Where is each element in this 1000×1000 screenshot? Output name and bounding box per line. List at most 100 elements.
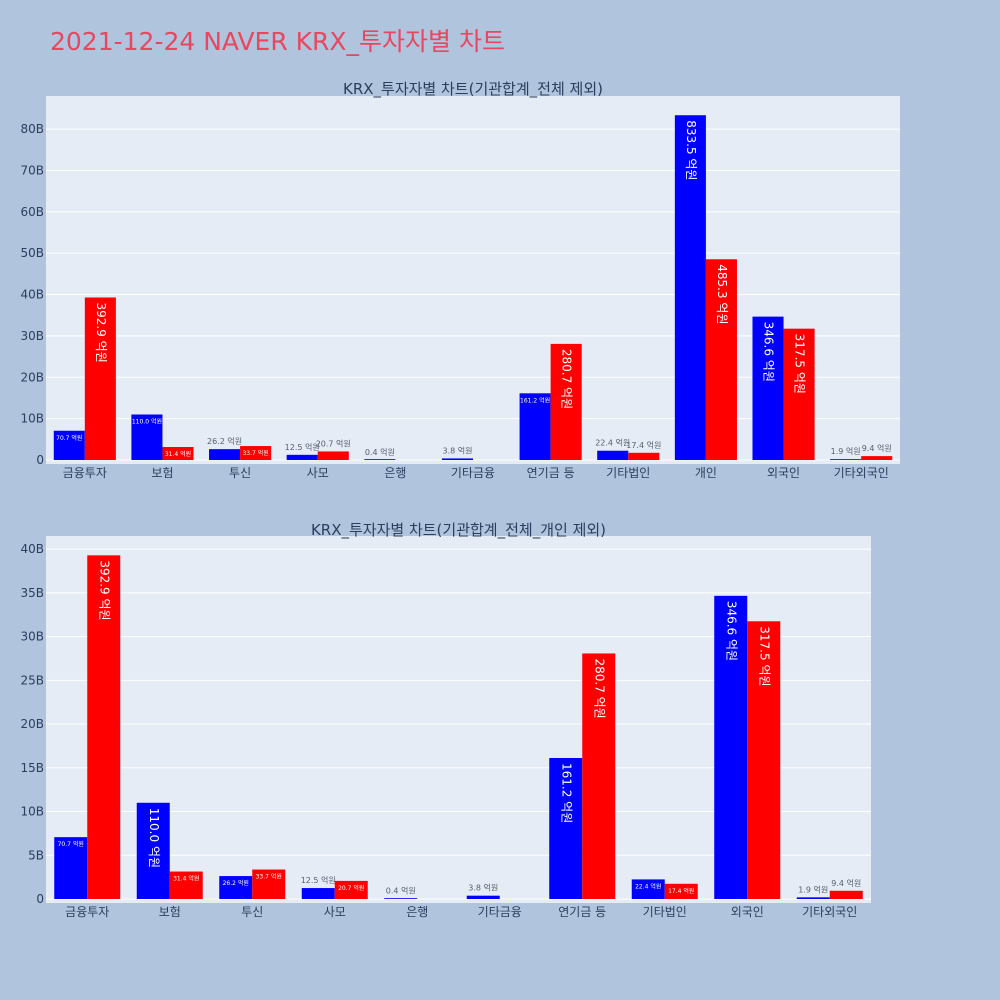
- x-tick-label: 기타외국인: [834, 466, 889, 480]
- x-tick-label: 기타금융: [478, 905, 522, 919]
- data-label: 280.7 억원: [560, 349, 574, 409]
- bar-red: [252, 869, 286, 899]
- bar-blue: [441, 458, 473, 460]
- data-label: 161.2 억원: [520, 396, 550, 404]
- data-label: 1.9 억원: [798, 884, 828, 894]
- bar-blue: [136, 802, 170, 899]
- bar-red: [334, 880, 368, 899]
- data-label: 26.2 억원: [223, 879, 249, 887]
- chart-title: KRX_투자자별 차트(기관합계_전체 제외): [343, 80, 603, 99]
- x-tick-label: 보험: [159, 905, 181, 919]
- x-tick-label: 은행: [384, 465, 406, 480]
- data-label: 1.9 억원: [831, 446, 861, 456]
- y-tick-label: 70B: [20, 163, 44, 177]
- x-tick-label: 사모: [307, 466, 329, 480]
- bar-blue: [131, 414, 163, 460]
- bar-red: [582, 653, 616, 899]
- x-tick-label: 연기금 등: [527, 466, 575, 480]
- chart-title: KRX_투자자별 차트(기관합계_전체_개인 제외): [311, 521, 606, 540]
- bar-red: [664, 883, 698, 899]
- data-label: 0.4 억원: [365, 447, 395, 457]
- data-label: 70.7 억원: [56, 434, 82, 442]
- x-tick-label: 기타금융: [451, 466, 495, 480]
- bar-red: [240, 446, 272, 460]
- bar-blue: [752, 316, 784, 460]
- data-label: 20.7 억원: [316, 438, 351, 448]
- data-label: 317.5 억원: [793, 334, 807, 394]
- x-tick-label: 투신: [229, 466, 251, 480]
- data-label: 0.4 억원: [386, 886, 416, 896]
- x-tick-label: 기타법인: [606, 466, 650, 480]
- data-label: 31.4 억원: [173, 875, 199, 883]
- data-label: 392.9 억원: [97, 560, 111, 620]
- bar-blue: [301, 888, 335, 899]
- chart-1: KRX_투자자별 차트(기관합계_전체 제외) 0 10B 20B 30B 40B 50B 6…: [20, 80, 900, 480]
- data-label: 22.4 억원: [595, 438, 630, 448]
- data-label: 3.8 억원: [468, 883, 498, 893]
- y-tick-label: 20B: [20, 370, 44, 384]
- data-label: 12.5 억원: [285, 442, 320, 452]
- data-label: 346.6 억원: [762, 322, 776, 382]
- data-label: 70.7 억원: [58, 840, 84, 848]
- x-tick-label: 투신: [241, 905, 263, 919]
- y-tick-label: 40B: [20, 288, 44, 302]
- data-label: 9.4 억원: [862, 443, 892, 453]
- data-label: 161.2 억원: [559, 763, 573, 823]
- data-label: 17.4 억원: [668, 887, 694, 895]
- x-tick-label: 외국인: [767, 466, 800, 480]
- x-tick-label: 금융투자: [65, 905, 109, 919]
- data-label: 20.7 억원: [338, 884, 364, 892]
- bar-blue: [830, 459, 862, 460]
- bar-blue: [286, 454, 318, 460]
- y-tick-label: 60B: [20, 205, 44, 219]
- data-label: 110.0 억원: [147, 808, 161, 868]
- bar-red: [169, 871, 203, 899]
- bar-blue: [209, 449, 241, 460]
- y-tick-label: 30B: [20, 630, 44, 644]
- data-label: 17.4 억원: [626, 440, 661, 450]
- x-tick-label: 은행: [406, 904, 428, 919]
- data-label: 280.7 억원: [592, 658, 606, 718]
- data-label: 9.4 억원: [831, 878, 861, 888]
- bar-blue: [549, 757, 583, 899]
- bar-blue: [53, 430, 85, 460]
- bar-red: [747, 621, 781, 899]
- bar-red: [783, 328, 815, 460]
- bar-blue: [519, 393, 551, 460]
- y-tick-label: 5B: [28, 848, 44, 862]
- data-label: 110.0 억원: [132, 418, 162, 426]
- data-label: 392.9 억원: [94, 302, 108, 362]
- bar-blue: [674, 115, 706, 460]
- y-tick-label: 10B: [20, 805, 44, 819]
- x-tick-label: 기타법인: [643, 905, 687, 919]
- data-label: 33.7 억원: [242, 449, 268, 457]
- y-tick-label: 0: [36, 892, 44, 906]
- data-label: 26.2 억원: [207, 436, 242, 446]
- bar-blue: [796, 897, 830, 899]
- data-label: 22.4 억원: [635, 882, 661, 890]
- bar-blue: [364, 459, 396, 460]
- bar-blue: [714, 595, 748, 899]
- x-tick-label: 개인: [695, 466, 717, 480]
- data-label: 31.4 억원: [165, 450, 191, 458]
- x-tick-label: 금융투자: [63, 466, 107, 480]
- y-tick-label: 30B: [20, 329, 44, 343]
- bar-blue: [384, 898, 418, 899]
- bar-red: [317, 451, 349, 460]
- page-title: 2021-12-24 NAVER KRX_투자자별 차트: [50, 27, 505, 56]
- y-tick-label: 80B: [20, 122, 44, 136]
- bar-blue: [466, 895, 500, 899]
- x-tick-label: 보험: [151, 466, 173, 480]
- bar-blue: [597, 450, 629, 460]
- x-tick-label: 기타외국인: [802, 905, 857, 919]
- bar-blue: [219, 876, 253, 899]
- data-label: 346.6 억원: [724, 601, 738, 661]
- data-label: 833.5 억원: [684, 120, 698, 180]
- x-tick-label: 외국인: [731, 905, 764, 919]
- data-label: 3.8 억원: [442, 445, 472, 455]
- chart-2: KRX_투자자별 차트(기관합계_전체_개인 제외) 0 5B 10B 15B 20B 25…: [20, 521, 871, 919]
- bar-red: [84, 297, 116, 460]
- bar-red: [628, 452, 660, 460]
- y-tick-label: 50B: [20, 246, 44, 260]
